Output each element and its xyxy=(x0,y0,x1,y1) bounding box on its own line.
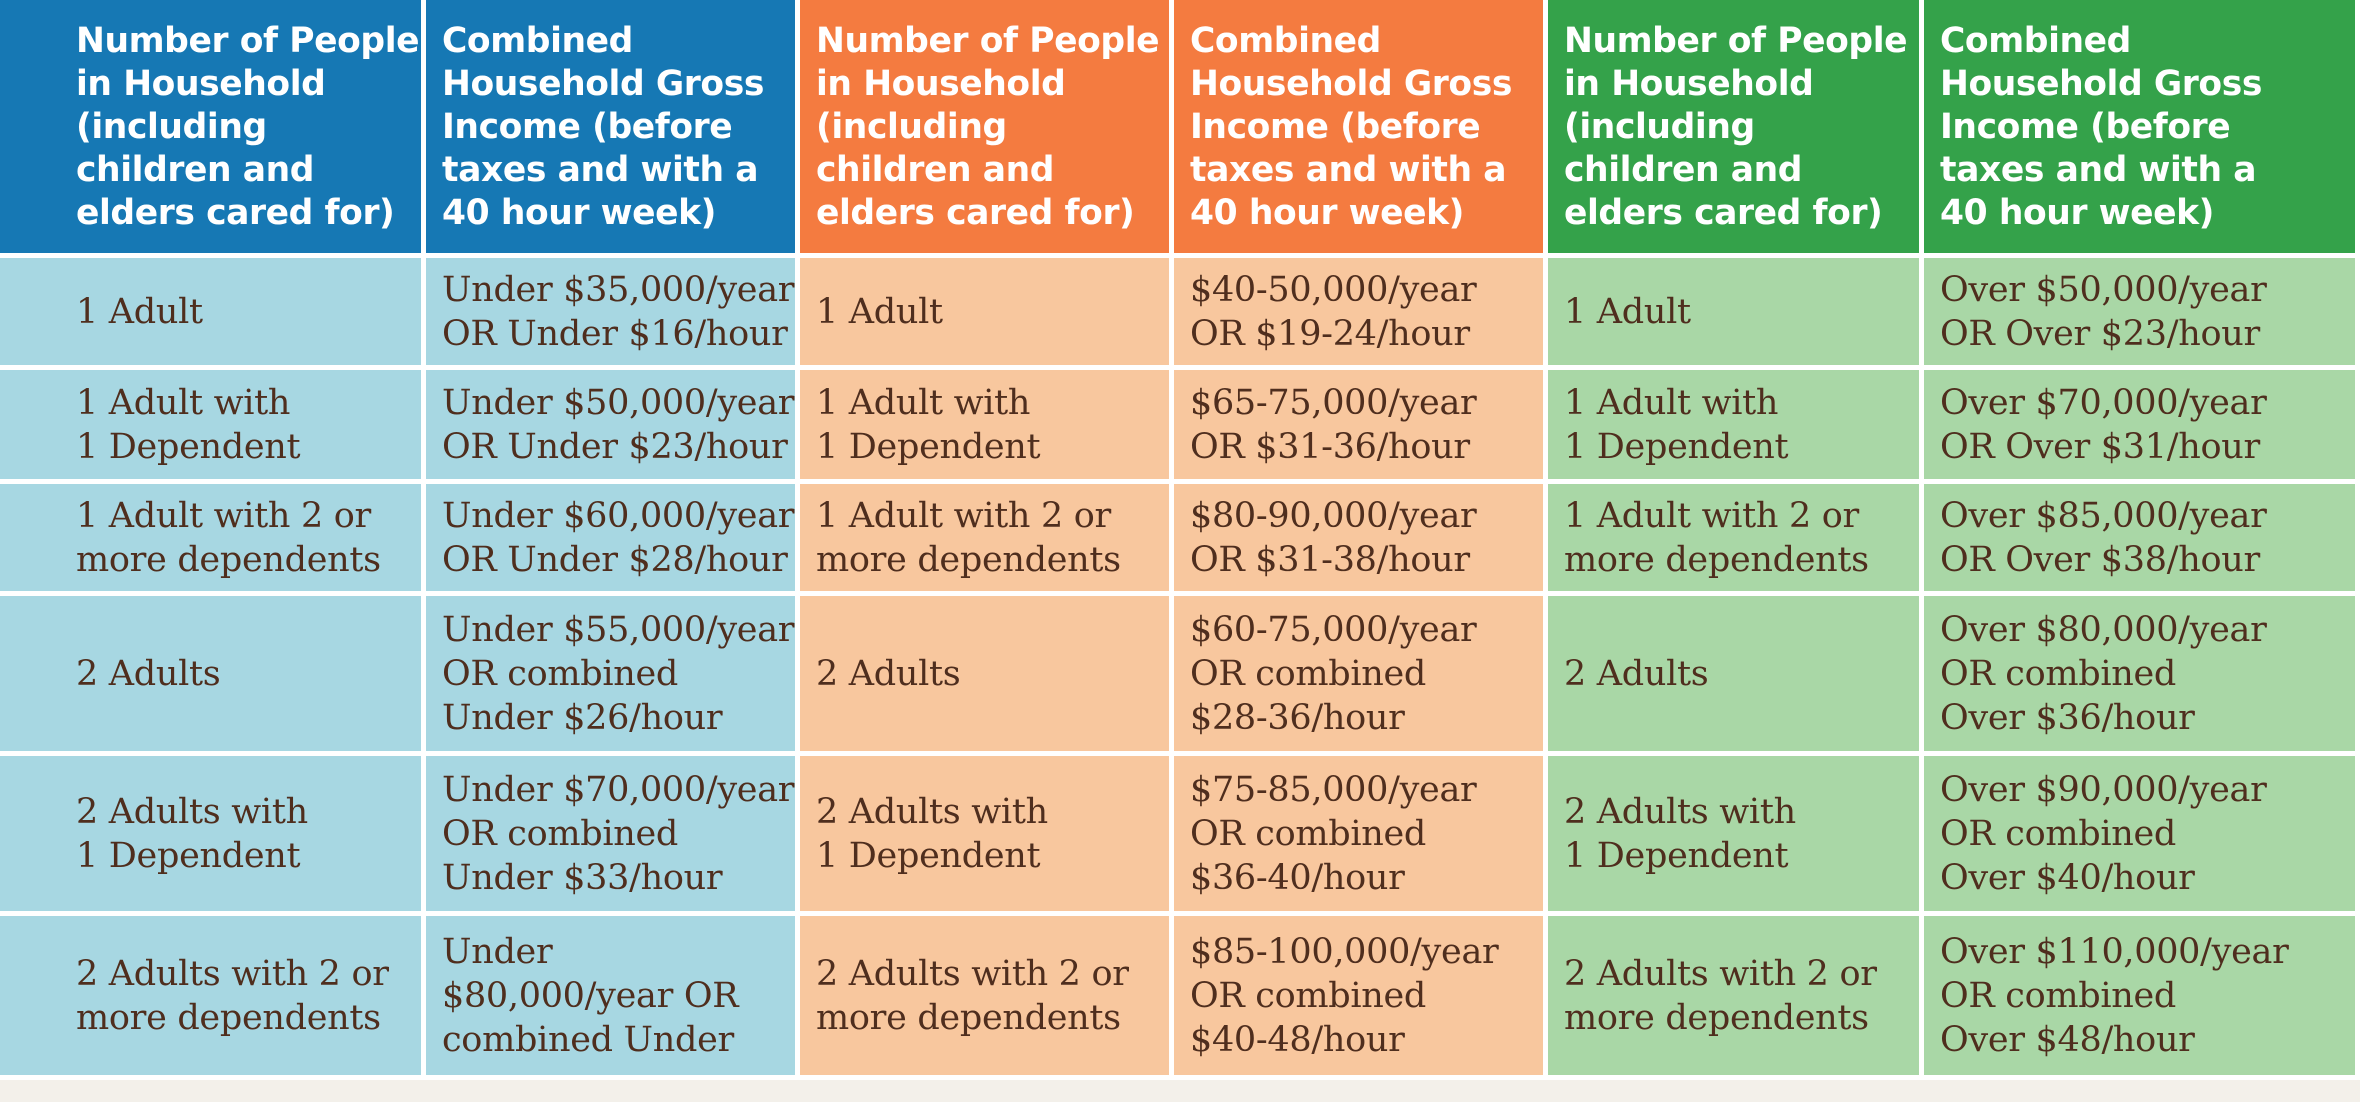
table-cell: 2 Adults with 2 or more dependents xyxy=(1548,916,1924,1080)
cell-text: 2 Adults xyxy=(76,653,221,694)
table-cell: 2 Adults xyxy=(1548,596,1924,756)
table-cell: 1 Adult with 1 Dependent xyxy=(0,370,426,484)
table-cell: Over $110,000/year OR combined Over $48/… xyxy=(1924,916,2360,1080)
table-cell: 1 Adult with 1 Dependent xyxy=(800,370,1174,484)
table-cell: 2 Adults with 2 or more dependents xyxy=(800,916,1174,1080)
cell-text: 2 Adults with 2 or more dependents xyxy=(76,953,389,1038)
cell-text: Over $110,000/year OR combined Over $48/… xyxy=(1940,931,2289,1060)
table-cell: 2 Adults xyxy=(800,596,1174,756)
table-cell: Under $80,000/year OR combined Under xyxy=(426,916,800,1080)
table-cell: Over $90,000/year OR combined Over $40/h… xyxy=(1924,756,2360,916)
table-cell: 1 Adult xyxy=(1548,258,1924,370)
cell-text: 2 Adults with 2 or more dependents xyxy=(816,953,1129,1038)
table-cell: Under $35,000/year OR Under $16/hour xyxy=(426,258,800,370)
cell-text: $85-100,000/year OR combined $40-48/hour xyxy=(1190,931,1499,1060)
cell-text: $65-75,000/year OR $31-36/hour xyxy=(1190,382,1477,467)
table-cell: 2 Adults with 1 Dependent xyxy=(1548,756,1924,916)
cell-text: 2 Adults with 1 Dependent xyxy=(1564,791,1796,876)
table-cell: $60-75,000/year OR combined $28-36/hour xyxy=(1174,596,1548,756)
table-cell: $85-100,000/year OR combined $40-48/hour xyxy=(1174,916,1548,1080)
cell-text: Under $55,000/year OR combined Under $26… xyxy=(442,609,795,738)
header-label: Combined Household Gross Income (before … xyxy=(1940,21,2262,233)
cell-text: 2 Adults with 1 Dependent xyxy=(816,791,1048,876)
cell-text: 1 Adult xyxy=(76,291,203,332)
table-cell: 1 Adult xyxy=(800,258,1174,370)
cell-text: Under $70,000/year OR combined Under $33… xyxy=(442,769,795,898)
header-orange-household: Number of People in Household (including… xyxy=(800,0,1174,258)
cell-text: Over $85,000/year OR Over $38/hour xyxy=(1940,495,2267,580)
cell-text: 1 Adult xyxy=(816,291,943,332)
table-cell: Under $55,000/year OR combined Under $26… xyxy=(426,596,800,756)
table-cell: 2 Adults xyxy=(0,596,426,756)
cell-text: Over $50,000/year OR Over $23/hour xyxy=(1940,269,2267,354)
table-cell: 1 Adult with 2 or more dependents xyxy=(1548,484,1924,596)
cell-text: 2 Adults with 2 or more dependents xyxy=(1564,953,1877,1038)
table-cell: Over $70,000/year OR Over $31/hour xyxy=(1924,370,2360,484)
table-cell: Over $50,000/year OR Over $23/hour xyxy=(1924,258,2360,370)
table-cell: 1 Adult xyxy=(0,258,426,370)
table-cell: Under $50,000/year OR Under $23/hour xyxy=(426,370,800,484)
cell-text: $60-75,000/year OR combined $28-36/hour xyxy=(1190,609,1477,738)
table-cell: 1 Adult with 2 or more dependents xyxy=(0,484,426,596)
cell-text: 1 Adult with 2 or more dependents xyxy=(1564,495,1869,580)
header-label: Number of People in Household (including… xyxy=(76,21,420,233)
header-label: Combined Household Gross Income (before … xyxy=(442,21,764,233)
table-cell: $65-75,000/year OR $31-36/hour xyxy=(1174,370,1548,484)
cell-text: 1 Adult with 1 Dependent xyxy=(76,382,301,467)
cell-text: Over $90,000/year OR combined Over $40/h… xyxy=(1940,769,2267,898)
table-cell: 2 Adults with 1 Dependent xyxy=(0,756,426,916)
table-cell: 1 Adult with 2 or more dependents xyxy=(800,484,1174,596)
cell-text: Over $80,000/year OR combined Over $36/h… xyxy=(1940,609,2267,738)
header-label: Combined Household Gross Income (before … xyxy=(1190,21,1512,233)
cell-text: 2 Adults xyxy=(816,653,961,694)
table-cell: $40-50,000/year OR $19-24/hour xyxy=(1174,258,1548,370)
table-cell: Over $85,000/year OR Over $38/hour xyxy=(1924,484,2360,596)
header-green-income: Combined Household Gross Income (before … xyxy=(1924,0,2360,258)
cell-text: 1 Adult with 2 or more dependents xyxy=(76,495,381,580)
cell-text: 1 Adult with 1 Dependent xyxy=(1564,382,1789,467)
table-cell: $80-90,000/year OR $31-38/hour xyxy=(1174,484,1548,596)
cell-text: 1 Adult with 1 Dependent xyxy=(816,382,1041,467)
cell-text: Under $35,000/year OR Under $16/hour xyxy=(442,269,795,354)
table-cell: Under $60,000/year OR Under $28/hour xyxy=(426,484,800,596)
cell-text: 2 Adults with 1 Dependent xyxy=(76,791,308,876)
cell-text: $75-85,000/year OR combined $36-40/hour xyxy=(1190,769,1477,898)
header-blue-household: Number of People in Household (including… xyxy=(0,0,426,258)
cell-text: 2 Adults xyxy=(1564,653,1709,694)
cell-text: Under $60,000/year OR Under $28/hour xyxy=(442,495,795,580)
cell-text: Under $50,000/year OR Under $23/hour xyxy=(442,382,795,467)
cell-text: Under $80,000/year OR combined Under xyxy=(442,931,739,1060)
table-cell: 2 Adults with 2 or more dependents xyxy=(0,916,426,1080)
header-green-household: Number of People in Household (including… xyxy=(1548,0,1924,258)
table-cell: 2 Adults with 1 Dependent xyxy=(800,756,1174,916)
header-label: Number of People in Household (including… xyxy=(816,21,1160,233)
table-cell: $75-85,000/year OR combined $36-40/hour xyxy=(1174,756,1548,916)
table-cell: Over $80,000/year OR combined Over $36/h… xyxy=(1924,596,2360,756)
header-blue-income: Combined Household Gross Income (before … xyxy=(426,0,800,258)
header-orange-income: Combined Household Gross Income (before … xyxy=(1174,0,1548,258)
cell-text: Over $70,000/year OR Over $31/hour xyxy=(1940,382,2267,467)
cell-text: 1 Adult xyxy=(1564,291,1691,332)
table-cell: Under $70,000/year OR combined Under $33… xyxy=(426,756,800,916)
cell-text: $40-50,000/year OR $19-24/hour xyxy=(1190,269,1477,354)
cell-text: $80-90,000/year OR $31-38/hour xyxy=(1190,495,1477,580)
header-label: Number of People in Household (including… xyxy=(1564,21,1908,233)
cell-text: 1 Adult with 2 or more dependents xyxy=(816,495,1121,580)
table-cell: 1 Adult with 1 Dependent xyxy=(1548,370,1924,484)
